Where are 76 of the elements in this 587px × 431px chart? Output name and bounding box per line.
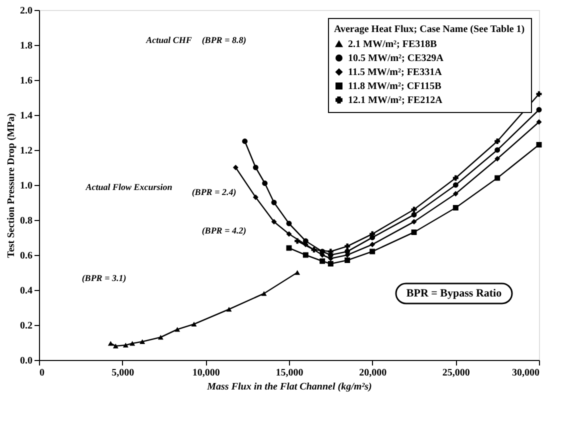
- point: [252, 194, 258, 200]
- y-tick-label: 0.0: [20, 356, 32, 366]
- point: [452, 205, 458, 210]
- point: [112, 344, 118, 348]
- point: [252, 164, 258, 170]
- x-axis-title: Mass Flux in the Flat Channel (kg/m²s): [206, 382, 372, 392]
- y-tick-label: 1.2: [20, 146, 32, 156]
- legend-label: 10.5 MW/m²; CE329A: [348, 53, 444, 64]
- point: [158, 334, 164, 340]
- y-tick-label: 2.0: [20, 6, 32, 16]
- point: [294, 270, 300, 275]
- legend-label: 12.1 MW/m²; FE212A: [348, 95, 444, 106]
- x-tick-label: 20,000: [359, 368, 387, 378]
- y-tick-label: 0.8: [20, 216, 32, 226]
- legend-title: Average Heat Flux; Case Name (See Table 1): [334, 24, 525, 35]
- annotation: (BPR = 4.2): [202, 226, 246, 236]
- y-tick-label: 0.4: [20, 286, 32, 296]
- x-tick-label: 30,000: [512, 368, 540, 378]
- point: [411, 230, 417, 235]
- point: [174, 327, 180, 332]
- x-tick-label: 0: [40, 368, 44, 378]
- annotation: (BPR = 8.8): [202, 34, 246, 45]
- point: [320, 248, 326, 254]
- y-tick-label: 1.6: [20, 76, 32, 86]
- point: [452, 175, 458, 181]
- point: [130, 341, 136, 346]
- annotation: (BPR = 3.1): [82, 272, 126, 283]
- legend-label: 2.1 MW/m²; FE318B: [348, 39, 438, 50]
- y-tick-label: 0.2: [20, 320, 32, 332]
- point: [294, 238, 300, 244]
- point: [302, 252, 308, 258]
- point: [344, 248, 350, 254]
- point: [411, 212, 417, 218]
- y-tick-label: 1.0: [20, 180, 32, 192]
- point: [536, 142, 542, 148]
- y-tick-label: 1.4: [20, 110, 32, 122]
- annotation: (BPR = 2.4): [192, 187, 236, 197]
- point: [494, 175, 500, 181]
- y-tick-label: 1.8: [20, 40, 32, 52]
- annotation: BPR = Bypass Ratio: [406, 288, 502, 300]
- legend-label: 11.8 MW/m²; CF115B: [348, 81, 442, 92]
- point: [242, 138, 248, 144]
- point: [122, 342, 128, 348]
- point: [108, 341, 114, 346]
- x-tick-label: 25,000: [442, 368, 470, 378]
- y-tick-label: 0.6: [20, 250, 32, 262]
- point: [271, 200, 277, 206]
- point: [452, 182, 458, 188]
- legend-label: 11.5 MW/m²; FE331A: [348, 67, 443, 78]
- point: [261, 291, 267, 296]
- point: [452, 191, 458, 196]
- point: [286, 231, 292, 237]
- x-tick-label: 5,000: [112, 368, 134, 378]
- point: [320, 258, 326, 264]
- x-tick-label: 10,000: [192, 368, 220, 378]
- point: [286, 220, 292, 226]
- annotation: Actual Flow Excursion: [84, 182, 172, 192]
- point: [494, 147, 500, 153]
- y-axis-title: Test Section Pressure Drop (MPa): [6, 113, 17, 258]
- point: [232, 164, 238, 170]
- point: [311, 247, 317, 252]
- point: [344, 258, 350, 263]
- point: [344, 244, 350, 249]
- point: [140, 339, 146, 344]
- point: [302, 238, 308, 244]
- point: [536, 107, 542, 112]
- point: [370, 248, 376, 254]
- point: [494, 138, 500, 144]
- annotation: Actual CHF: [145, 34, 192, 45]
- point: [536, 119, 542, 125]
- x-tick-label: 15,000: [276, 368, 304, 378]
- point: [262, 180, 268, 186]
- point: [494, 156, 500, 162]
- point: [328, 261, 334, 266]
- point: [191, 322, 197, 326]
- point: [370, 242, 376, 248]
